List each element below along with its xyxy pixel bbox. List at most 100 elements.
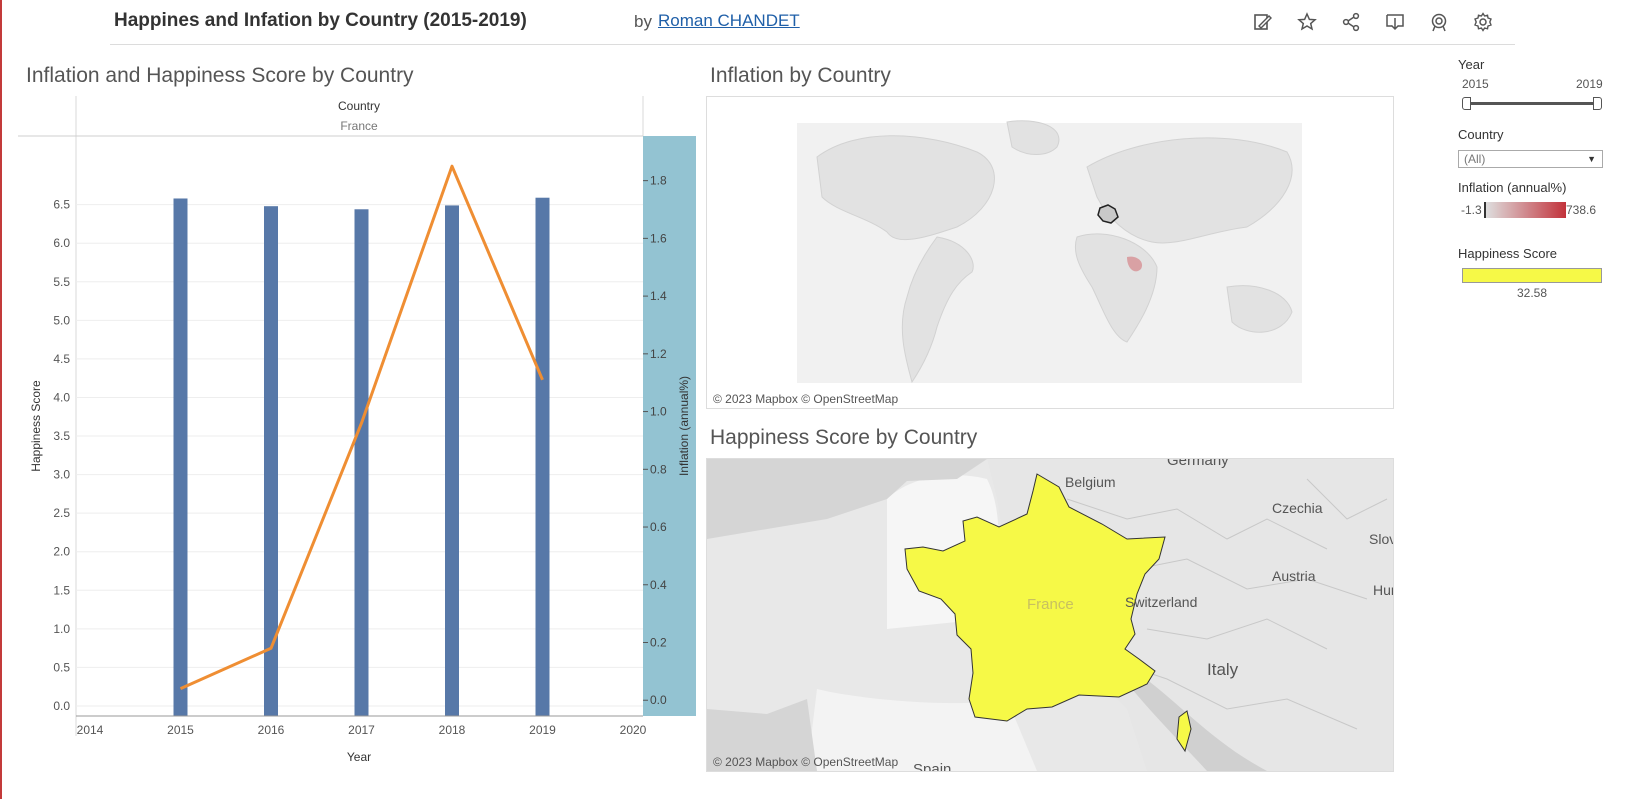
y2-tick-label: 0.2 xyxy=(650,635,667,649)
inflation-legend-max: 738.6 xyxy=(1566,203,1597,217)
favorite-star-icon[interactable] xyxy=(1295,10,1319,34)
y-tick-label: 5.5 xyxy=(53,275,70,289)
y-tick-label: 3.0 xyxy=(53,468,70,482)
year-slider-track[interactable] xyxy=(1466,102,1598,105)
y-tick-label: 2.0 xyxy=(53,545,70,559)
by-label: by xyxy=(634,12,652,31)
x-tick-label: 2017 xyxy=(348,723,375,737)
y2-tick-label: 1.2 xyxy=(650,347,667,361)
y2-tick-label: 0.4 xyxy=(650,578,667,592)
happiness-bar xyxy=(445,205,459,716)
label-slovakia: Slov xyxy=(1369,531,1393,547)
y-tick-label: 4.0 xyxy=(53,390,70,404)
x-axis-label: Year xyxy=(347,750,371,764)
happiness-bar xyxy=(264,206,278,716)
label-italy: Italy xyxy=(1207,660,1239,679)
inflation-map[interactable]: © 2023 Mapbox © OpenStreetMap xyxy=(706,96,1394,409)
inflation-color-ramp xyxy=(1484,202,1566,218)
dashboard-header: Happines and Infation by Country (2015-2… xyxy=(110,0,1515,45)
x-tick-label: 2016 xyxy=(258,723,285,737)
y-tick-label: 0.5 xyxy=(53,660,70,674)
y-tick-label: 0.0 xyxy=(53,699,70,713)
y2-axis-ticks: 0.0 0.2 0.4 0.6 0.8 1.0 1.2 1.4 1.6 1.8 xyxy=(643,174,667,707)
corsica-shape[interactable] xyxy=(1176,710,1192,753)
year-filter-label: Year xyxy=(1458,57,1485,72)
year-slider-start-handle[interactable] xyxy=(1462,97,1471,110)
x-tick-label: 2019 xyxy=(529,723,556,737)
europe-map-svg: Germany Belgium Czechia Slov Austria Hun… xyxy=(707,459,1393,771)
happiness-legend-value: 32.58 xyxy=(1516,286,1548,297)
inflation-line xyxy=(179,164,544,691)
label-france: France xyxy=(1027,596,1074,613)
x-tick-label: 2014 xyxy=(77,723,104,737)
y-tick-label: 3.5 xyxy=(53,429,70,443)
toolbar xyxy=(1251,10,1495,34)
y-axis-ticks: 0.0 0.5 1.0 1.5 2.0 2.5 3.0 3.5 4.0 4.5 5.0 5.5 6.0 6… xyxy=(53,198,70,713)
happiness-bar xyxy=(354,209,369,717)
happiness-map-title: Happiness Score by Country xyxy=(710,426,978,449)
share-icon[interactable] xyxy=(1339,10,1363,34)
column-header: Country xyxy=(338,99,380,113)
edit-icon[interactable] xyxy=(1251,10,1275,34)
y-tick-label: 1.0 xyxy=(53,622,70,636)
inflation-map-attribution: © 2023 Mapbox © OpenStreetMap xyxy=(713,392,899,406)
label-hungary: Hun xyxy=(1373,582,1393,598)
year-min-label: 2015 xyxy=(1462,77,1489,91)
y2-tick-label: 0.6 xyxy=(650,520,667,534)
inflation-axis-band xyxy=(643,136,696,716)
y-tick-label: 4.5 xyxy=(53,352,70,366)
dashboard-title: Happines and Infation by Country (2015-2… xyxy=(114,10,527,31)
metrics-icon[interactable] xyxy=(1427,10,1451,34)
y2-tick-label: 1.6 xyxy=(650,231,667,245)
y-tick-label: 5.0 xyxy=(53,313,70,327)
y-axis-label: Happiness Score xyxy=(29,380,43,472)
left-accent-bar xyxy=(0,0,2,799)
y-tick-label: 6.0 xyxy=(53,236,70,250)
happiness-legend-label: Happiness Score xyxy=(1458,246,1557,261)
y-tick-label: 6.5 xyxy=(53,198,70,212)
chevron-down-icon: ▼ xyxy=(1587,154,1596,164)
x-tick-label: 2015 xyxy=(167,723,194,737)
label-belgium: Belgium xyxy=(1065,474,1116,490)
y2-tick-label: 0.8 xyxy=(650,462,667,476)
inflation-line-path xyxy=(179,164,544,691)
happiness-color-swatch xyxy=(1462,268,1602,283)
y2-axis-label: Inflation (annual%) xyxy=(677,376,691,476)
happiness-bar xyxy=(535,197,550,716)
combo-chart-svg: Country France 0.0 0.5 1.0 1.5 2.0 2.5 3.0 3.5 4… xyxy=(18,96,696,764)
combo-chart[interactable]: Country France 0.0 0.5 1.0 1.5 2.0 2.5 3.0 3.5 4… xyxy=(18,96,728,796)
x-tick-label: 2020 xyxy=(620,723,647,737)
inflation-legend-min: -1.3 xyxy=(1461,203,1482,217)
year-max-label: 2019 xyxy=(1576,77,1603,91)
x-axis-ticks: 2014 2015 2016 2017 2018 2019 2020 xyxy=(77,723,647,737)
y2-tick-label: 0.0 xyxy=(650,693,667,707)
france-highlight[interactable] xyxy=(1097,204,1119,224)
y2-tick-label: 1.8 xyxy=(650,174,667,188)
label-spain: Spain xyxy=(913,761,951,771)
happiness-map[interactable]: Germany Belgium Czechia Slov Austria Hun… xyxy=(706,458,1394,772)
y-tick-label: 2.5 xyxy=(53,506,70,520)
happiness-map-attribution: © 2023 Mapbox © OpenStreetMap xyxy=(713,755,899,769)
x-tick-label: 2018 xyxy=(439,723,466,737)
world-map-svg xyxy=(797,120,1302,384)
download-icon[interactable] xyxy=(1383,10,1407,34)
author-link[interactable]: Roman CHANDET xyxy=(658,11,800,30)
y2-tick-label: 1.0 xyxy=(650,405,667,419)
y2-tick-label: 1.4 xyxy=(650,289,667,303)
label-switzerland: Switzerland xyxy=(1125,594,1197,610)
happiness-bars xyxy=(173,197,550,717)
country-filter-label: Country xyxy=(1458,127,1504,142)
france-shape[interactable] xyxy=(904,473,1166,722)
label-germany: Germany xyxy=(1167,459,1229,469)
column-value: France xyxy=(340,119,378,133)
inflation-map-title: Inflation by Country xyxy=(710,64,891,87)
combo-chart-title: Inflation and Happiness Score by Country xyxy=(26,64,414,87)
happiness-bar xyxy=(173,198,188,716)
country-dropdown-value: (All) xyxy=(1464,152,1486,166)
inflation-legend-label: Inflation (annual%) xyxy=(1458,180,1567,195)
year-slider-end-handle[interactable] xyxy=(1593,97,1602,110)
label-austria: Austria xyxy=(1272,568,1316,584)
y-tick-label: 1.5 xyxy=(53,583,70,597)
country-dropdown[interactable]: (All) ▼ xyxy=(1458,150,1603,168)
settings-gear-icon[interactable] xyxy=(1471,10,1495,34)
